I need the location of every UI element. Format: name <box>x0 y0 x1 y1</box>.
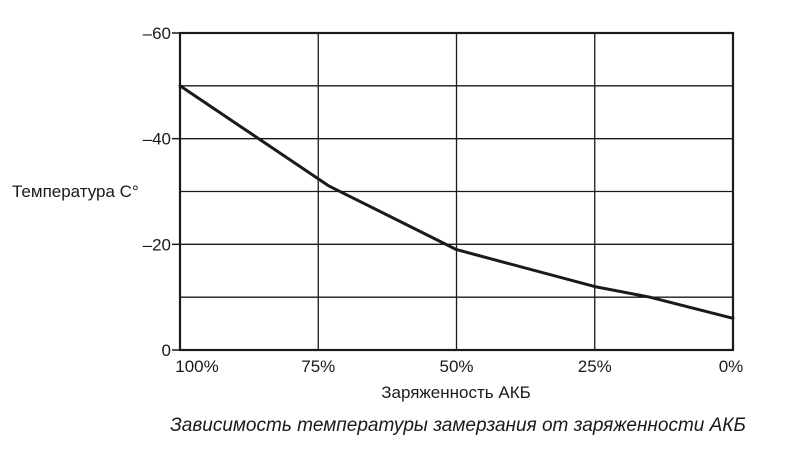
x-tick-label: 100% <box>175 357 218 376</box>
series-layer <box>178 84 735 320</box>
x-axis-title: Заряженность АКБ <box>381 383 531 402</box>
y-axis-title: Температура С° <box>12 182 139 201</box>
y-tick-label: –20 <box>143 235 171 254</box>
y-tick-label: 0 <box>162 341 171 360</box>
series-line <box>178 84 735 320</box>
x-tick-labels: 100% 75% 50% 25% 0% <box>175 357 743 376</box>
chart-caption: Зависимость температуры замерзания от за… <box>170 415 746 436</box>
plot-frame <box>178 31 735 352</box>
x-tick-label: 0% <box>719 357 744 376</box>
y-tick-labels: –60 –40 –20 0 <box>143 24 180 360</box>
grid <box>179 32 734 351</box>
x-tick-label: 50% <box>439 357 473 376</box>
x-tick-label: 25% <box>578 357 612 376</box>
y-tick-label: –40 <box>143 130 171 149</box>
x-tick-label: 75% <box>301 357 335 376</box>
y-tick-label: –60 <box>143 24 171 43</box>
plot-border <box>178 31 735 352</box>
